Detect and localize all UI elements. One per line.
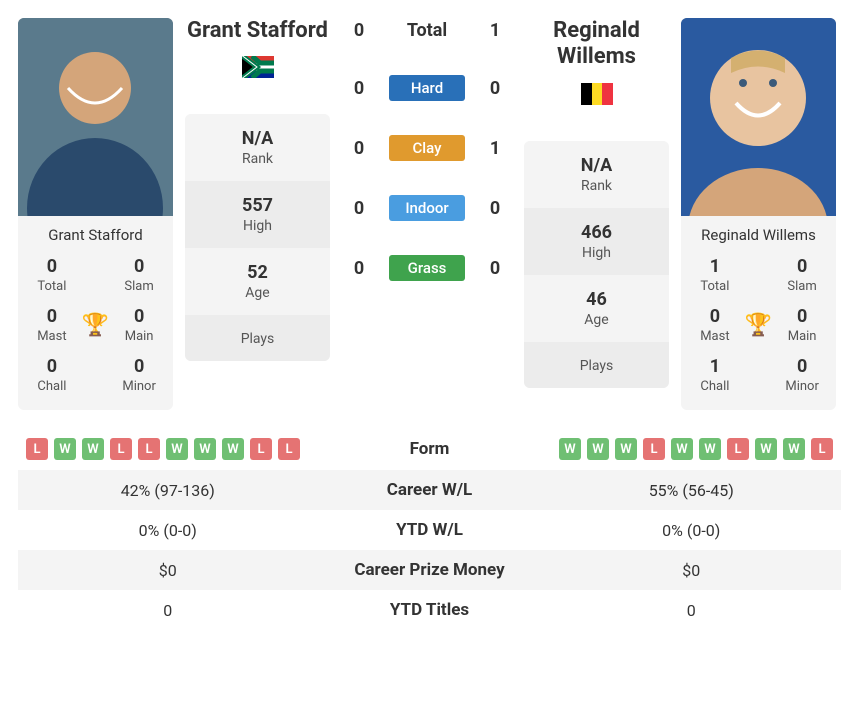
stat-high: 466 High	[524, 208, 669, 275]
form-badge: L	[138, 438, 160, 460]
title-total: 1 Total	[689, 252, 741, 298]
h2h-left-num: 0	[349, 78, 369, 99]
form-badges-left: LWWLLWWWLL	[26, 438, 310, 460]
flag-rsa-icon	[242, 56, 274, 78]
title-chall: 1 Chall	[689, 352, 741, 398]
form-badge: L	[278, 438, 300, 460]
title-mast: 0 Mast	[689, 302, 741, 348]
form-badge: W	[671, 438, 693, 460]
player-photo-right	[681, 18, 836, 216]
title-total: 0 Total	[26, 252, 78, 298]
title-mast: 0 Mast	[26, 302, 78, 348]
h2h-left-num: 0	[349, 138, 369, 159]
player-name-right: Reginald Willems	[524, 18, 669, 71]
stat-rank: N/A Rank	[185, 114, 330, 181]
right-name-col: Reginald Willems N/A Rank 466	[524, 18, 669, 410]
form-badge: L	[26, 438, 48, 460]
surface-badge: Hard	[389, 75, 465, 101]
title-chall: 0 Chall	[26, 352, 78, 398]
avatar-placeholder-icon	[18, 18, 173, 216]
avatar-placeholder-icon	[681, 18, 836, 216]
h2h-left-num: 0	[349, 258, 369, 279]
h2h-right-num: 0	[485, 198, 505, 219]
player-card-name-right: Reginald Willems	[681, 216, 836, 252]
form-badge: W	[783, 438, 805, 460]
h2h-total: 0 Total 1	[342, 20, 512, 41]
form-badge: W	[222, 438, 244, 460]
flag-bel-icon	[581, 83, 613, 105]
form-badge: W	[755, 438, 777, 460]
h2h-surface: 0 Hard 0	[342, 75, 512, 101]
stat-age: 46 Age	[524, 275, 669, 342]
h2h-surface: 0 Indoor 0	[342, 195, 512, 221]
player-card-right: Reginald Willems 1 Total 0 Slam 0 Mast 🏆…	[681, 18, 836, 410]
form-badge: L	[110, 438, 132, 460]
stat-plays: Plays	[524, 342, 669, 388]
player-card-name-left: Grant Stafford	[18, 216, 173, 252]
form-badge: L	[811, 438, 833, 460]
title-slam: 0 Slam	[113, 252, 165, 298]
h2h-right-num: 0	[485, 78, 505, 99]
form-badge: W	[587, 438, 609, 460]
flag-left	[185, 56, 330, 78]
titles-grid-right: 1 Total 0 Slam 0 Mast 🏆 0 Main 1 Chall	[681, 252, 836, 410]
stat-plays: Plays	[185, 315, 330, 361]
stat-high: 557 High	[185, 181, 330, 248]
stat-stack-left: N/A Rank 557 High 52 Age Plays	[185, 114, 330, 361]
form-badge: W	[194, 438, 216, 460]
h2h-surface: 0 Clay 1	[342, 135, 512, 161]
top-section: Grant Stafford 0 Total 0 Slam 0 Mast 🏆 0…	[18, 18, 841, 410]
form-badge: W	[615, 438, 637, 460]
form-badge: W	[559, 438, 581, 460]
titles-grid-left: 0 Total 0 Slam 0 Mast 🏆 0 Main 0 Chall	[18, 252, 173, 410]
h2h-column: 0 Total 1 0 Hard 0 0 Clay 1 0 Indoor 0 0 Grass 0	[342, 18, 512, 410]
form-badge: L	[727, 438, 749, 460]
trophy-icon-left: 🏆	[82, 313, 109, 338]
comp-prize: $0 Career Prize Money $0	[18, 550, 841, 590]
comp-career-wl: 42% (97-136) Career W/L 55% (56-45)	[18, 470, 841, 510]
player-photo-left	[18, 18, 173, 216]
title-main: 0 Main	[776, 302, 828, 348]
player-name-left: Grant Stafford	[185, 18, 330, 44]
stat-rank: N/A Rank	[524, 141, 669, 208]
trophy-icon-right: 🏆	[745, 313, 772, 338]
form-badge: W	[82, 438, 104, 460]
comparison-table: LWWLLWWWLL Form WWWLWWLWWL 42% (97-136) …	[18, 428, 841, 630]
form-badge: L	[250, 438, 272, 460]
h2h-right-num: 1	[485, 138, 505, 159]
form-badges-right: WWWLWWLWWL	[550, 438, 834, 460]
stat-stack-right: N/A Rank 466 High 46 Age Plays	[524, 141, 669, 388]
player-card-left: Grant Stafford 0 Total 0 Slam 0 Mast 🏆 0…	[18, 18, 173, 410]
surface-badge: Clay	[389, 135, 465, 161]
form-badge: W	[54, 438, 76, 460]
comp-form: LWWLLWWWLL Form WWWLWWLWWL	[18, 428, 841, 470]
surface-badge: Indoor	[389, 195, 465, 221]
comp-ytd-wl: 0% (0-0) YTD W/L 0% (0-0)	[18, 510, 841, 550]
h2h-right-num: 0	[485, 258, 505, 279]
title-main: 0 Main	[113, 302, 165, 348]
stat-age: 52 Age	[185, 248, 330, 315]
form-badge: L	[643, 438, 665, 460]
title-minor: 0 Minor	[113, 352, 165, 398]
left-name-col: Grant Stafford	[185, 18, 330, 410]
form-badge: W	[699, 438, 721, 460]
title-minor: 0 Minor	[776, 352, 828, 398]
title-slam: 0 Slam	[776, 252, 828, 298]
form-badge: W	[166, 438, 188, 460]
surface-badge: Grass	[389, 255, 465, 281]
h2h-surface: 0 Grass 0	[342, 255, 512, 281]
flag-right	[524, 83, 669, 105]
h2h-left-num: 0	[349, 198, 369, 219]
comp-ytd-titles: 0 YTD Titles 0	[18, 590, 841, 630]
